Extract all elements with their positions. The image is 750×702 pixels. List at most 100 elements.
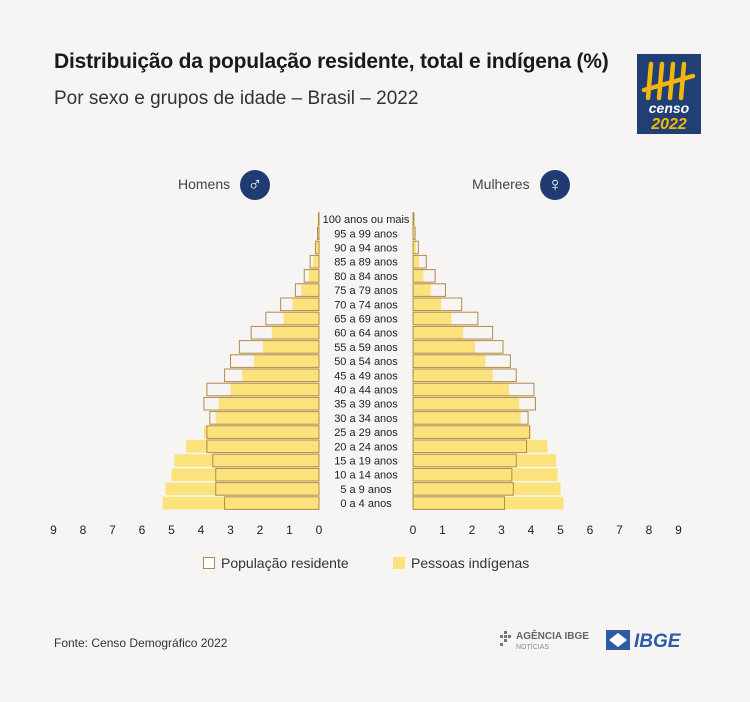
bar-total-women [412,340,504,354]
x-tick-label-women: 0 [410,523,417,537]
bar-total-women [412,354,511,368]
x-tick-label-women: 2 [469,523,476,537]
bar-indigenous-men [165,482,319,496]
bar-total-women [412,411,529,425]
age-group-label: 15 a 19 anos [334,456,398,468]
x-tick-label-women: 7 [616,523,623,537]
bar-total-women [412,297,463,312]
age-group-label: 65 a 69 anos [334,314,398,326]
bar-total-men [206,425,320,439]
bar-total-men [238,340,320,354]
bar-indigenous-women [413,440,548,453]
bar-indigenous-women [413,326,464,339]
bar-indigenous-men [313,255,319,268]
age-group-label: 30 a 34 anos [334,413,398,425]
bar-total-men [209,411,320,425]
x-tick-label-men: 9 [50,523,57,537]
legend-indigenous-label: Pessoas indígenas [411,555,530,571]
male-symbol-icon: ♂ [240,170,270,200]
bar-total-men [294,283,320,297]
bar-indigenous-women [413,269,424,283]
logo-censo-text: censo [649,100,690,116]
age-group-label: 45 a 49 anos [334,370,398,382]
bar-total-men [230,354,320,368]
agencia-text: AGÊNCIA IBGE [516,629,589,642]
chart-subtitle: Por sexo e grupos de idade – Brasil – 20… [54,88,419,109]
ibge-text: IBGE [634,631,682,652]
legend-total-swatch [203,557,215,569]
bar-total-women [412,212,415,226]
x-tick-label-men: 2 [257,523,264,537]
bar-total-men [303,269,320,283]
age-group-label: 60 a 64 anos [334,328,398,340]
bar-indigenous-women [413,354,486,368]
x-tick-label-women: 8 [646,523,653,537]
age-group-label: 100 anos ou mais [323,214,410,226]
legend-total-label: População residente [221,555,349,571]
bar-total-men [309,254,320,269]
bar-indigenous-women [413,255,419,268]
bar-indigenous-men [174,454,319,467]
bar-indigenous-women [413,454,557,467]
age-group-label: 25 a 29 anos [334,427,398,439]
bar-total-women [412,269,436,283]
age-group-label: 55 a 59 anos [334,342,398,354]
bar-total-women [412,396,536,411]
bar-total-women [412,311,479,326]
chart-title: Distribuição da população residente, tot… [54,50,609,73]
bar-indigenous-men [218,397,319,410]
x-tick-label-men: 0 [316,523,323,537]
bar-indigenous-women [413,468,558,481]
x-tick-label-men: 8 [80,523,87,537]
age-group-label: 90 a 94 anos [334,243,398,255]
agencia-ibge-logo: AGÊNCIA IBGE NOTÍCIAS [498,627,594,653]
bar-indigenous-women [413,227,415,240]
age-group-label: 80 a 84 anos [334,271,398,283]
bar-total-men [206,439,320,454]
noticias-text: NOTÍCIAS [516,642,549,651]
age-group-label: 20 a 24 anos [334,441,398,453]
bar-total-men [215,467,320,482]
bar-total-men [203,396,320,411]
bar-indigenous-women [413,369,493,382]
age-group-label: 40 a 44 anos [334,385,398,397]
age-group-label: 5 a 9 anos [340,484,392,496]
bar-indigenous-women [413,340,475,354]
bar-total-men [317,212,320,226]
x-tick-label-men: 7 [109,523,116,537]
bar-indigenous-women [413,482,561,496]
bar-total-men [317,226,320,241]
bar-total-men [280,297,320,312]
x-tick-label-women: 6 [587,523,594,537]
bar-indigenous-men [316,241,319,254]
bar-total-women [412,382,535,397]
age-group-label: 50 a 54 anos [334,356,398,368]
age-group-label: 0 a 4 anos [340,498,392,510]
bar-indigenous-men [317,227,319,240]
legend-indigenous: Pessoas indígenas [393,555,529,571]
bar-total-women [412,283,446,297]
bar-indigenous-men [254,354,319,368]
bar-total-women [412,240,419,255]
age-group-label: 35 a 39 anos [334,399,398,411]
bar-indigenous-men [171,468,319,481]
bar-total-women [412,453,517,468]
x-tick-label-women: 3 [498,523,505,537]
bar-indigenous-women [413,241,416,254]
bar-indigenous-men [262,340,319,354]
bar-indigenous-women [413,411,521,425]
x-tick-label-men: 5 [168,523,175,537]
bar-indigenous-men [271,326,319,339]
bar-indigenous-women [413,383,509,396]
logo-year-text: 2022 [650,116,687,133]
bar-indigenous-men [230,383,319,396]
bar-indigenous-men [186,440,319,453]
x-tick-label-women: 4 [528,523,535,537]
bar-total-women [412,425,531,439]
bar-total-men [215,482,320,496]
x-tick-label-women: 1 [439,523,446,537]
bar-total-women [412,226,416,241]
bar-indigenous-men [242,369,319,382]
bar-indigenous-men [292,298,319,311]
